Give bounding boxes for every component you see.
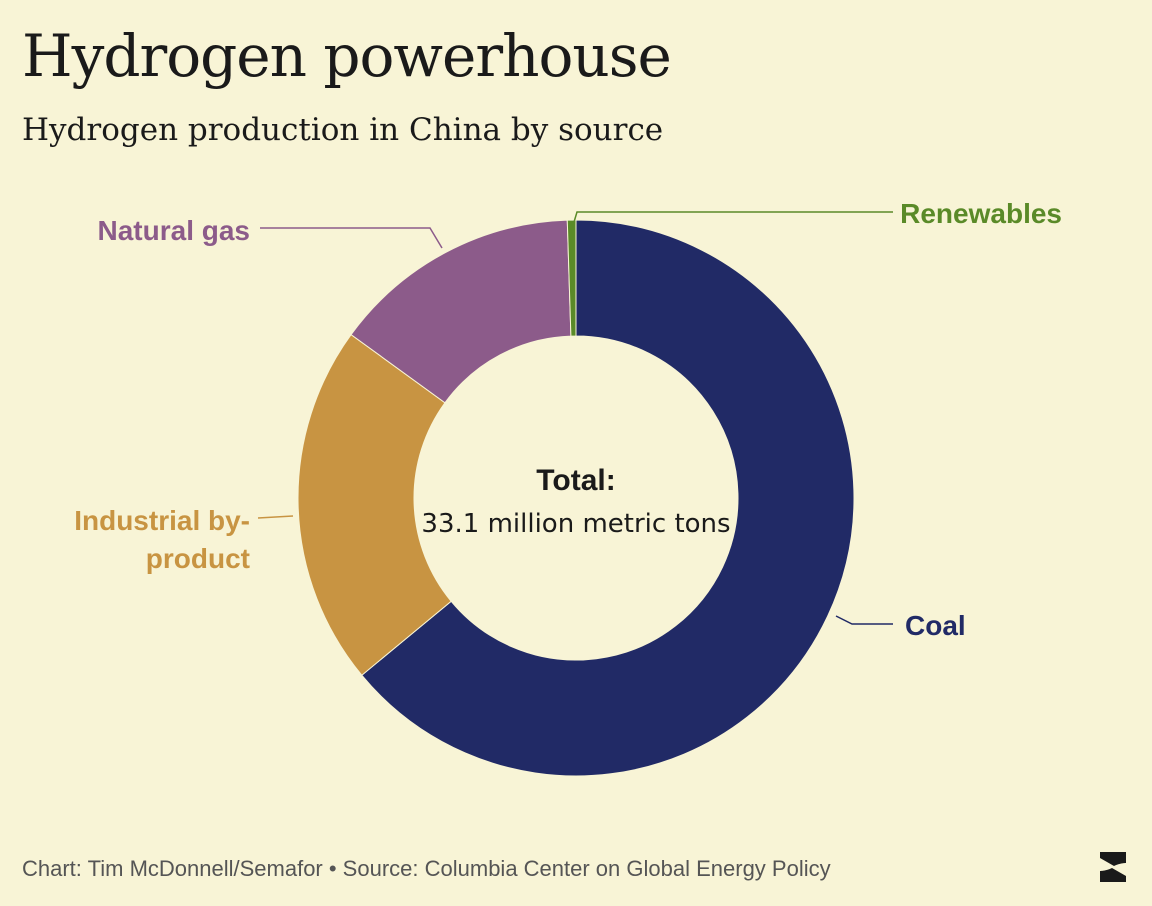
slice-label-renewables: Renewables xyxy=(900,198,1062,229)
leader-line-1 xyxy=(257,515,294,519)
slice-label-natural-gas: Natural gas xyxy=(98,215,251,246)
slice-label-industrial-by-product: Industrial by-product xyxy=(74,505,250,574)
leader-line-2 xyxy=(260,227,443,249)
chart-footer: Chart: Tim McDonnell/Semafor • Source: C… xyxy=(22,856,831,881)
center-total-value: 33.1 million metric tons xyxy=(421,509,730,539)
slice-label-coal: Coal xyxy=(905,610,966,641)
donut-slice-coal xyxy=(361,219,855,777)
donut-slice-renewables xyxy=(566,219,577,337)
donut-slice-natural-gas xyxy=(350,219,572,404)
center-total-title: Total: xyxy=(536,464,615,497)
leader-line-3 xyxy=(573,211,893,223)
semafor-logo-icon xyxy=(1094,848,1132,886)
chart-subtitle: Hydrogen production in China by source xyxy=(22,112,664,148)
chart-title: Hydrogen powerhouse xyxy=(22,22,672,90)
leader-line-0 xyxy=(835,615,893,625)
donut-slice-industrial-by-product xyxy=(297,333,452,676)
